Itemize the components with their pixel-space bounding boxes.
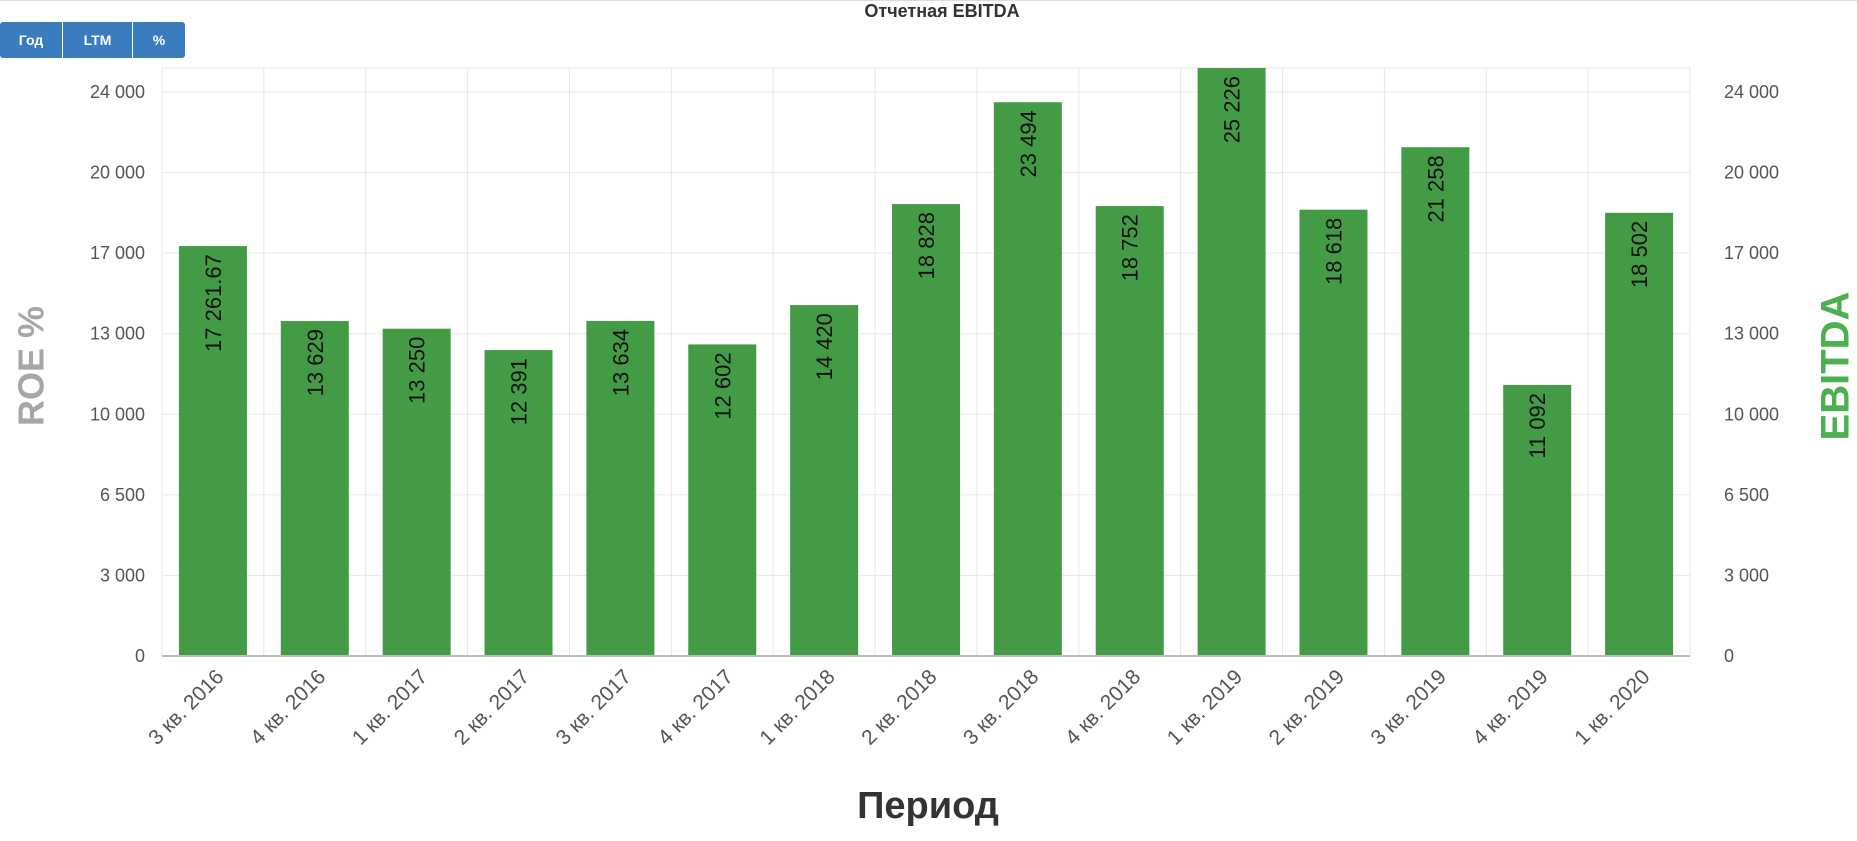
y-right-tick-label: 17 000 [1724, 243, 1779, 263]
bar[interactable] [1401, 147, 1470, 656]
bar[interactable] [484, 350, 553, 656]
bar-value-label: 13 634 [608, 329, 633, 396]
x-tick-label: 3 кв. 2016 [144, 665, 228, 749]
bar[interactable] [1605, 212, 1674, 657]
top-border [0, 0, 1857, 1]
bar-value-label: 13 250 [405, 337, 430, 404]
y-left-tick-label: 20 000 [90, 163, 145, 183]
bar[interactable] [688, 344, 757, 656]
x-tick-label: 2 кв. 2019 [1265, 665, 1349, 749]
y-right-tick-label: 6 500 [1724, 485, 1769, 505]
y-left-tick-label: 10 000 [90, 404, 145, 424]
bar[interactable] [1197, 68, 1266, 656]
bar-value-label: 14 420 [812, 313, 837, 380]
bar-value-label: 18 502 [1627, 221, 1652, 288]
x-tick-label: 1 кв. 2017 [348, 665, 432, 749]
x-tick-label: 4 кв. 2018 [1061, 665, 1145, 749]
y-right-tick-label: 24 000 [1724, 82, 1779, 102]
bar-value-label: 18 618 [1321, 218, 1346, 285]
bar-value-label: 17 261.67 [201, 254, 226, 352]
bar[interactable] [892, 204, 960, 656]
bar[interactable] [1503, 384, 1572, 656]
bar[interactable] [993, 102, 1062, 657]
x-tick-label: 3 кв. 2018 [959, 665, 1043, 749]
bar[interactable] [280, 321, 349, 656]
bar[interactable] [790, 305, 859, 656]
y-right-tick-label: 0 [1724, 646, 1734, 666]
bar-value-label: 13 629 [303, 329, 328, 396]
bar-value-label: 11 092 [1525, 393, 1550, 459]
bar[interactable] [382, 328, 451, 656]
bar-value-label: 18 828 [914, 212, 939, 279]
y-right-tick-label: 3 000 [1724, 565, 1769, 585]
y-left-tick-label: 17 000 [90, 243, 145, 263]
x-tick-label: 4 кв. 2019 [1468, 665, 1552, 749]
ltm-button[interactable]: LTM [63, 22, 133, 58]
year-button[interactable]: Год [0, 22, 63, 58]
bar[interactable] [1095, 206, 1164, 656]
y-left-tick-label: 13 000 [90, 324, 145, 344]
x-tick-label: 2 кв. 2017 [450, 665, 534, 749]
x-tick-label: 4 кв. 2016 [246, 665, 330, 749]
period-toggle-group: Год LTM % [0, 22, 185, 58]
bar-value-label: 12 391 [507, 358, 532, 425]
x-tick-label: 4 кв. 2017 [653, 665, 737, 749]
bar-value-label: 18 752 [1118, 214, 1143, 281]
y-right-tick-label: 13 000 [1724, 324, 1779, 344]
y-left-tick-label: 6 500 [100, 485, 145, 505]
y-right-tick-label: 10 000 [1724, 404, 1779, 424]
x-tick-label: 3 кв. 2019 [1367, 665, 1451, 749]
x-axis-title: Период [857, 785, 999, 827]
bar-value-label: 23 494 [1016, 110, 1041, 177]
left-axis-title: ROE % [11, 306, 52, 426]
x-tick-label: 3 кв. 2017 [552, 665, 636, 749]
bar[interactable] [586, 320, 655, 656]
bar[interactable] [178, 246, 247, 656]
bar-value-label: 25 226 [1220, 76, 1245, 143]
x-tick-label: 1 кв. 2018 [755, 665, 839, 749]
bar[interactable] [1299, 209, 1368, 657]
bar-value-label: 21 258 [1423, 155, 1448, 222]
percent-button[interactable]: % [133, 22, 185, 58]
x-tick-label: 1 кв. 2020 [1570, 665, 1654, 749]
x-tick-label: 1 кв. 2019 [1163, 665, 1247, 749]
y-left-tick-label: 0 [135, 646, 145, 666]
right-axis-title: EBITDA [1814, 292, 1857, 441]
y-left-tick-label: 3 000 [100, 565, 145, 585]
y-left-tick-label: 24 000 [90, 82, 145, 102]
chart-title: Отчетная EBITDA [864, 1, 1019, 21]
bar-value-label: 12 602 [710, 352, 735, 419]
x-tick-label: 2 кв. 2018 [857, 665, 941, 749]
y-right-tick-label: 20 000 [1724, 163, 1779, 183]
